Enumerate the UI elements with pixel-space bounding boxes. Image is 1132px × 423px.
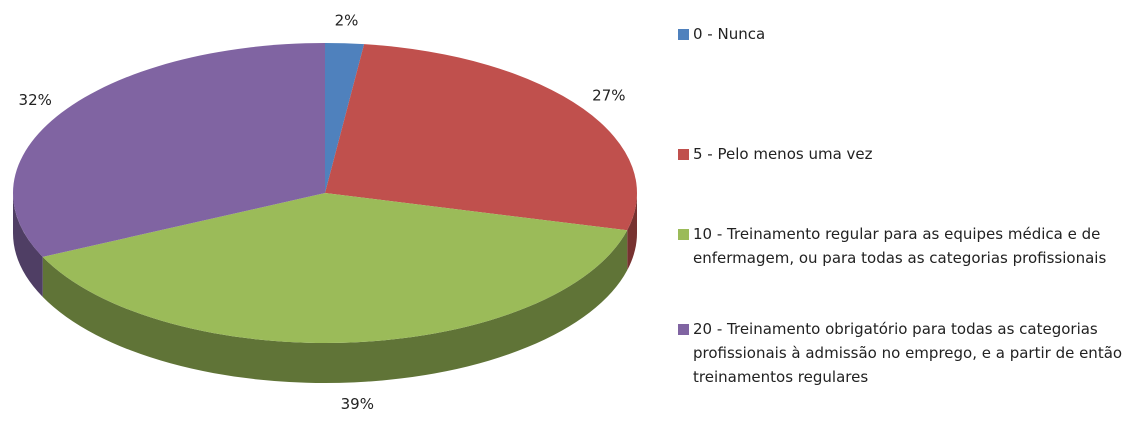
legend-label: 10 - Treinamento regular para as equipes… xyxy=(693,225,1107,267)
legend-item: 0 - Nunca xyxy=(678,22,1128,46)
data-label: 39% xyxy=(341,395,374,413)
legend-swatch xyxy=(678,29,689,40)
data-label: 27% xyxy=(592,87,625,105)
slice-side xyxy=(12,193,43,297)
legend-item: 20 - Treinamento obrigatório para todas … xyxy=(678,317,1128,389)
legend-label: 20 - Treinamento obrigatório para todas … xyxy=(693,320,1123,386)
legend-swatch xyxy=(678,149,689,160)
slice-side xyxy=(627,193,637,271)
data-label: 2% xyxy=(335,11,359,29)
slice xyxy=(42,193,628,344)
slice xyxy=(325,43,365,193)
data-label: 32% xyxy=(19,91,52,109)
slice xyxy=(12,43,325,257)
legend-item: 5 - Pelo menos uma vez xyxy=(678,142,1128,166)
pie-area: 2% 27% 39% 32% xyxy=(12,11,637,413)
slice-side xyxy=(42,230,628,383)
slice xyxy=(325,44,637,231)
legend-label: 0 - Nunca xyxy=(693,25,766,43)
legend-swatch xyxy=(678,324,689,335)
legend-swatch xyxy=(678,229,689,240)
legend-item: 10 - Treinamento regular para as equipes… xyxy=(678,222,1128,270)
legend-label: 5 - Pelo menos uma vez xyxy=(693,145,873,163)
